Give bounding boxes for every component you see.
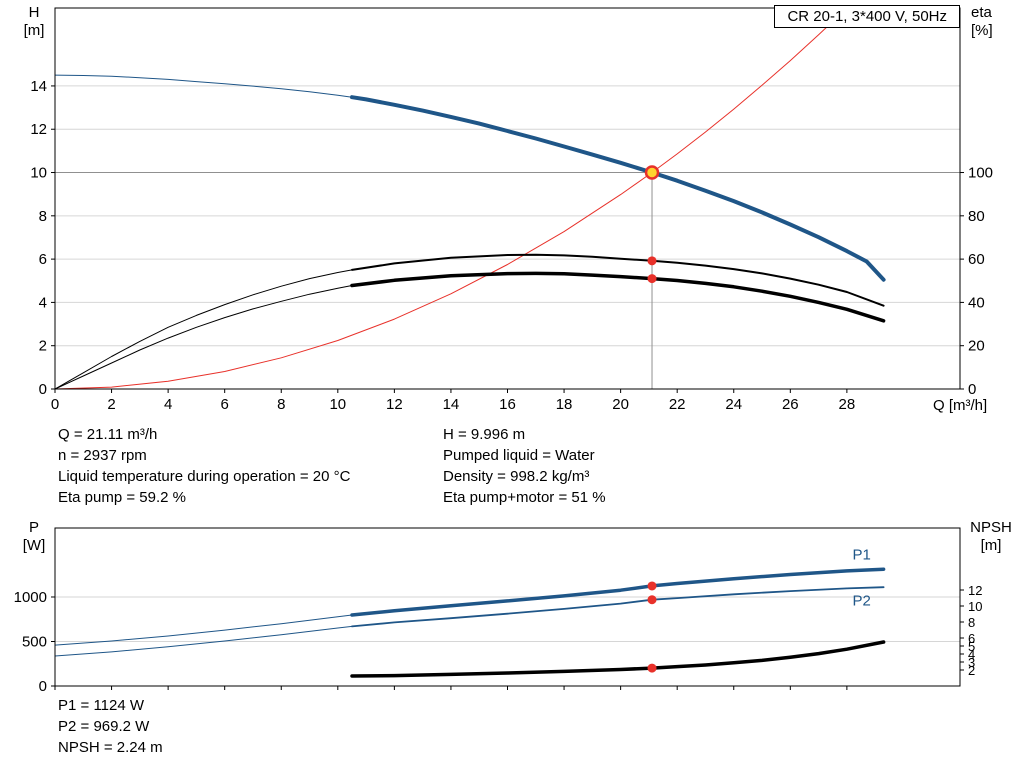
readout-liquid-temperature: Liquid temperature during operation = 20…: [58, 468, 351, 485]
npsh-curve: [350, 640, 886, 678]
axis-tick-label: 22: [669, 396, 686, 413]
h-axis-symbol: H: [28, 4, 40, 21]
readout-head: H = 9.996 m: [443, 426, 526, 443]
readout-p2: P2 = 969.2 W: [58, 718, 150, 735]
npsh-axis-label: NPSH [m]: [963, 519, 1019, 555]
h-axis-unit: [m]: [23, 22, 45, 39]
axis-tick-label: 10: [30, 165, 47, 182]
axis-tick-label: 14: [30, 78, 47, 95]
power-readout: P1 = 1124 W P2 = 969.2 W NPSH = 2.24 m: [58, 695, 163, 758]
axis-tick-label: 8: [39, 208, 47, 225]
axis-tick-label: 80: [968, 208, 985, 225]
p-axis-symbol: P: [28, 519, 39, 536]
p2-curve-duty-range: [351, 586, 885, 628]
eta-axis-unit: [%]: [971, 22, 993, 39]
readout-flow: Q = 21.11 m³/h: [58, 426, 158, 443]
duty-point-marker[interactable]: [644, 165, 660, 180]
q-axis-label: Q [m³/h]: [933, 397, 988, 414]
axis-tick-label: 4: [164, 396, 172, 413]
axis-tick-label: 16: [499, 396, 516, 413]
axis-tick-label: 60: [968, 251, 985, 268]
axis-tick-label: 1000: [14, 589, 47, 606]
axis-tick-label: 6: [221, 396, 229, 413]
axis-tick-label: 0: [39, 678, 47, 695]
axis-tick-label: 2: [968, 663, 975, 678]
p-axis-label: P [W]: [16, 519, 52, 555]
axis-tick-label: 18: [556, 396, 573, 413]
p1-curve: [54, 568, 885, 646]
axis-tick-label: 0: [51, 396, 59, 413]
axis-tick-label: 10: [968, 599, 982, 614]
readout-eta-pump: Eta pump = 59.2 %: [58, 489, 186, 506]
axis-tick-label: 26: [782, 396, 799, 413]
axis-tick-label: 6: [968, 631, 975, 646]
curve-title: CR 20-1, 3*400 V, 50Hz: [774, 5, 960, 28]
readout-density: Density = 998.2 kg/m³: [443, 468, 590, 485]
p-axis-unit: [W]: [22, 537, 46, 554]
axis-tick-label: 10: [329, 396, 346, 413]
operating-point-dot: [647, 595, 657, 605]
axis-tick-label: 4: [39, 294, 47, 311]
axis-tick-label: 6: [39, 251, 47, 268]
p1-curve-duty-range: [350, 567, 886, 617]
readout-eta-pump-motor: Eta pump+motor = 51 %: [443, 489, 606, 506]
readout-speed: n = 2937 rpm: [58, 447, 147, 464]
npsh-axis-symbol: NPSH: [970, 519, 1012, 536]
axis-tick-label: 12: [968, 583, 982, 598]
operating-point-dot: [647, 256, 657, 266]
axis-tick-label: 4: [968, 647, 975, 662]
system-curve: [54, 7, 848, 390]
axis-tick-label: 20: [612, 396, 629, 413]
plot-frame: [54, 7, 961, 390]
plot-frame: [54, 527, 961, 687]
p2-curve: [54, 586, 885, 657]
axis-tick-label: 0: [39, 381, 47, 398]
h-axis-label: H [m]: [16, 4, 52, 40]
series-label-p1-curve: P1: [853, 547, 871, 564]
operating-point-dot: [647, 274, 657, 284]
axis-tick-label: 14: [443, 396, 460, 413]
eta-axis-label: eta [%]: [971, 4, 1017, 40]
axis-tick-label: 28: [839, 396, 856, 413]
eta-axis-symbol: eta: [971, 4, 992, 21]
axis-tick-label: 5: [968, 639, 975, 654]
axis-tick-label: 40: [968, 294, 985, 311]
readout-p1: P1 = 1124 W: [58, 697, 145, 714]
axis-tick-label: 8: [277, 396, 285, 413]
axis-tick-label: 2: [107, 396, 115, 413]
readout-npsh: NPSH = 2.24 m: [58, 739, 163, 756]
axis-tick-label: 500: [22, 633, 47, 650]
head-curve: [54, 74, 885, 281]
operating-point-dot: [647, 663, 657, 673]
axis-tick-label: 2: [39, 338, 47, 355]
readout-pumped-liquid: Pumped liquid = Water: [443, 447, 595, 464]
axis-tick-label: 3: [968, 655, 975, 670]
series-label-p2-curve: P2: [853, 592, 871, 609]
axis-tick-label: 0: [968, 381, 976, 398]
axis-tick-label: 12: [386, 396, 403, 413]
axis-tick-label: 100: [968, 165, 993, 182]
axis-tick-label: 12: [30, 121, 47, 138]
operating-point-dot: [647, 581, 657, 591]
axis-tick-label: 20: [968, 338, 985, 355]
axis-tick-label: 8: [968, 615, 975, 630]
npsh-axis-unit: [m]: [980, 537, 1002, 554]
duty-readout-right: H = 9.996 m Pumped liquid = Water Densit…: [443, 424, 606, 508]
head-curve-duty-range: [350, 95, 886, 282]
duty-readout-left: Q = 21.11 m³/h n = 2937 rpm Liquid tempe…: [58, 424, 350, 508]
axis-tick-label: 24: [725, 396, 742, 413]
